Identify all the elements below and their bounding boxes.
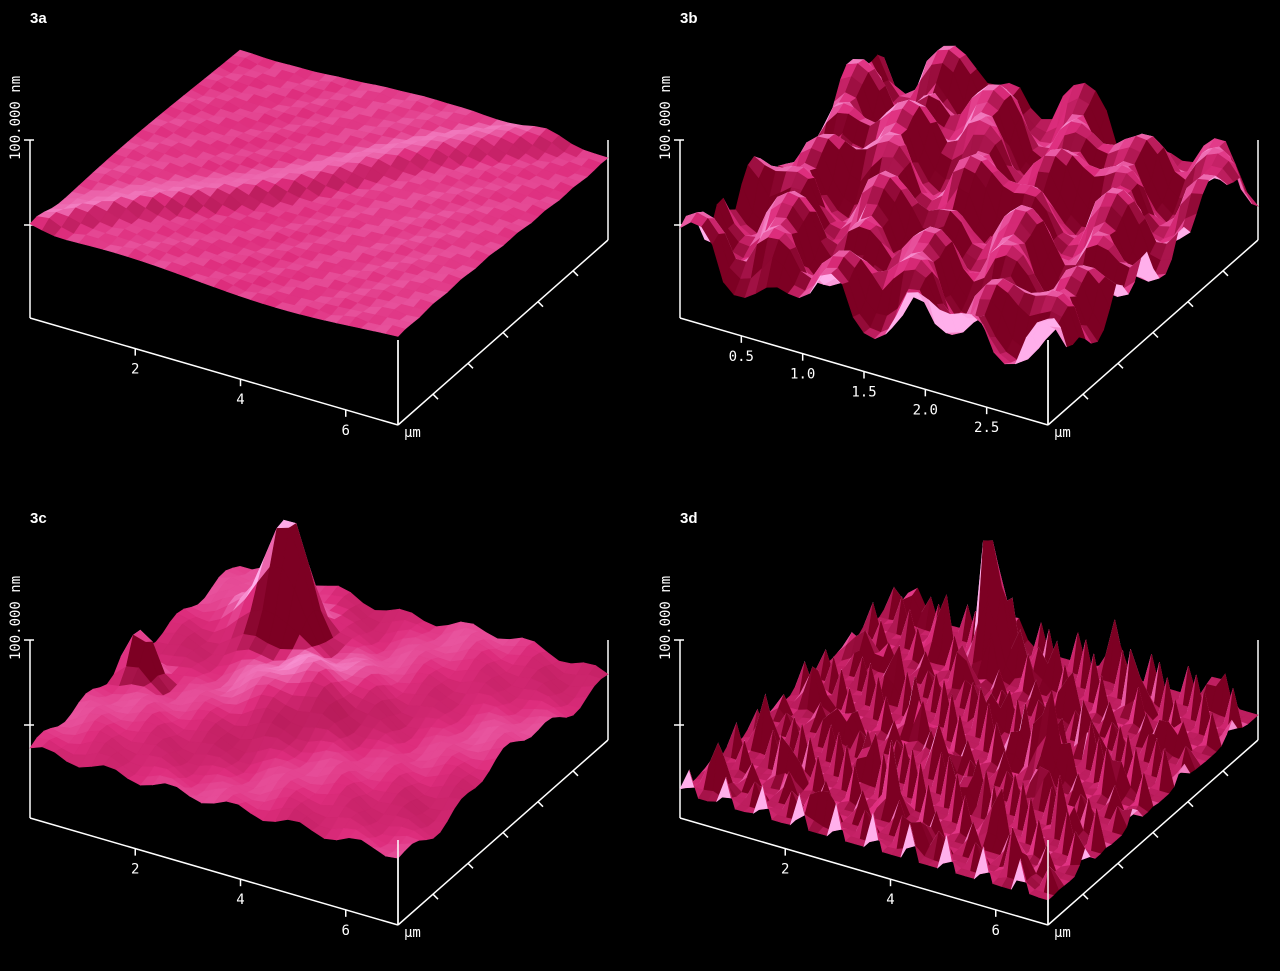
- x-tick-label: 2.5: [974, 420, 999, 436]
- y-tick: [1082, 893, 1089, 900]
- z-axis-label: 100.000 nm: [8, 576, 24, 660]
- y-tick: [1222, 270, 1229, 277]
- x-tick-label: 6: [992, 923, 1000, 939]
- surface-facet: [1037, 318, 1055, 324]
- surface: [29, 49, 609, 337]
- y-tick: [1187, 301, 1194, 308]
- panel: 3b 100.000 nm 0.5 1.0 1.5 2.0 2.5 µm: [658, 10, 1259, 441]
- y-tick: [502, 831, 509, 839]
- y-tick: [1082, 393, 1089, 400]
- axis-line: [29, 317, 399, 426]
- y-tick: [1117, 862, 1124, 869]
- x-tick-label: 2.0: [913, 402, 938, 418]
- axis-line: [679, 817, 1049, 926]
- x-tick-label: 6: [342, 923, 350, 939]
- y-tick: [1187, 801, 1194, 808]
- surface-facet: [1038, 892, 1054, 901]
- panel-label: 3d: [680, 510, 698, 527]
- z-axis-label: 100.000 nm: [658, 576, 674, 660]
- surface: [679, 45, 1259, 365]
- y-tick: [537, 801, 544, 808]
- panel: 3c 100.000 nm 2 4 6 µm: [8, 510, 609, 941]
- y-tick: [1222, 770, 1229, 777]
- y-tick: [432, 393, 439, 400]
- x-tick-label: 1.0: [790, 367, 815, 383]
- y-tick: [502, 331, 509, 339]
- y-tick: [467, 862, 474, 869]
- panel-label: 3b: [680, 10, 698, 27]
- y-tick: [572, 770, 579, 777]
- x-tick-label: 2: [131, 362, 139, 378]
- x-unit: µm: [404, 925, 421, 941]
- x-tick-label: 1.5: [851, 385, 876, 401]
- y-tick: [432, 893, 439, 900]
- y-tick: [1152, 331, 1159, 339]
- y-tick: [467, 362, 474, 369]
- y-tick: [1117, 362, 1124, 369]
- x-tick-label: 2: [131, 862, 139, 878]
- axis-line: [29, 817, 399, 926]
- surface: [29, 519, 609, 859]
- x-tick-label: 4: [236, 392, 244, 408]
- panel-label: 3c: [30, 510, 47, 527]
- x-unit: µm: [1054, 925, 1071, 941]
- x-tick-label: 0.5: [729, 349, 754, 365]
- panel: 3d 100.000 nm 2 4 6 µm: [658, 510, 1259, 941]
- y-tick: [537, 301, 544, 308]
- panel: 3a 100.000 nm 2 4 6 µm: [8, 10, 609, 441]
- x-tick-label: 6: [342, 423, 350, 439]
- z-axis-label: 100.000 nm: [8, 76, 24, 160]
- x-tick-label: 2: [781, 862, 789, 878]
- panel-label: 3a: [30, 10, 47, 27]
- y-tick: [1152, 831, 1159, 839]
- y-tick: [572, 270, 579, 277]
- x-unit: µm: [1054, 425, 1071, 441]
- surface-facet: [384, 850, 406, 859]
- surface: [679, 540, 1259, 901]
- x-unit: µm: [404, 425, 421, 441]
- x-tick-label: 4: [236, 892, 244, 908]
- surface-facet: [385, 325, 406, 337]
- x-tick-label: 4: [886, 892, 894, 908]
- z-axis-label: 100.000 nm: [658, 76, 674, 160]
